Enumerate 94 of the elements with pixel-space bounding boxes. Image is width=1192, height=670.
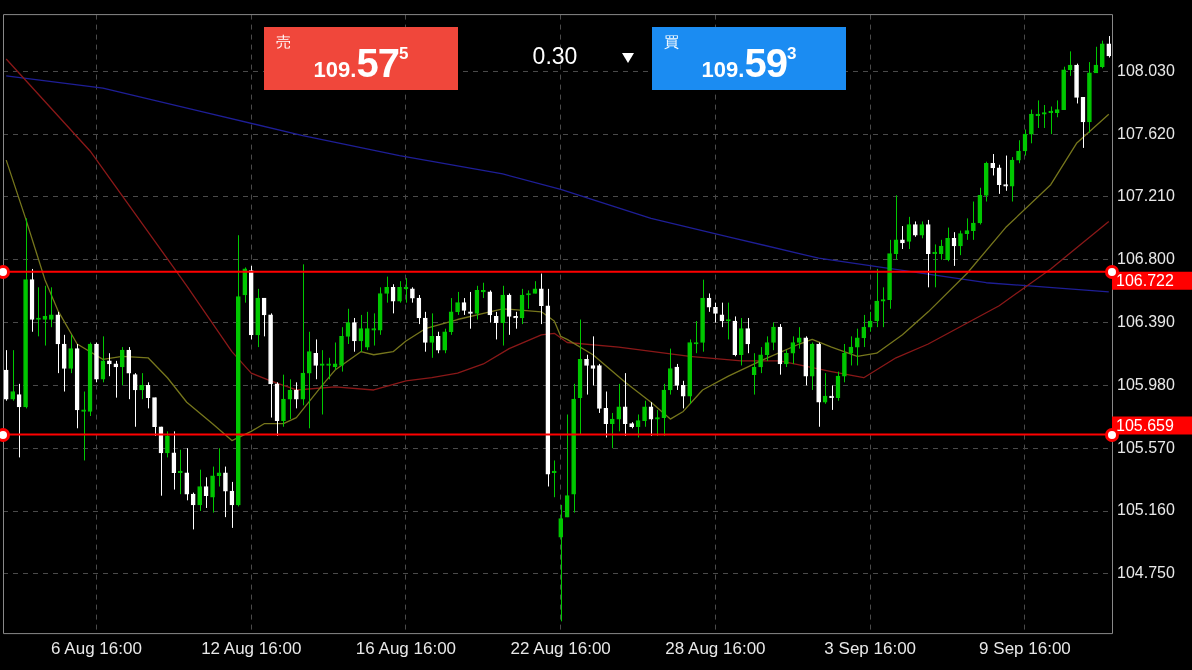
candlestick [945, 227, 950, 262]
candlestick [861, 314, 867, 348]
y-tick-label: 106.800 [1117, 250, 1175, 268]
candlestick [880, 286, 886, 328]
candlestick [609, 412, 615, 449]
y-tick-label: 105.980 [1117, 375, 1175, 393]
candlestick [487, 289, 493, 324]
candlestick [642, 400, 647, 428]
annotation: 0.30 [531, 43, 579, 70]
candlestick [36, 286, 41, 337]
candlestick [61, 334, 67, 393]
candlestick [842, 343, 847, 383]
candlestick [442, 328, 447, 354]
candlestick [990, 153, 996, 176]
candlestick [422, 311, 428, 353]
candlestick [1106, 35, 1112, 58]
candlestick [126, 346, 132, 400]
candlestick [680, 380, 686, 409]
x-tick-label: 28 Aug 16:00 [665, 639, 766, 659]
annotation: 買 [664, 33, 679, 52]
candlestick [384, 276, 389, 304]
y-tick-label: 105.160 [1117, 501, 1175, 519]
candlestick [867, 311, 873, 333]
candlestick [668, 348, 673, 396]
candlestick [539, 273, 544, 325]
y-tick-label: 107.620 [1117, 124, 1175, 142]
annotation: 109.57$^{5}$ [313, 41, 409, 85]
y-tick-label: 104.750 [1117, 564, 1175, 582]
candlestick [397, 280, 402, 304]
candlestick [81, 391, 86, 461]
candlestick [564, 414, 570, 518]
candlestick [455, 291, 460, 316]
annotation: 109.59$^{3}$ [701, 41, 797, 85]
candlestick [771, 322, 776, 351]
candlestick [693, 320, 699, 354]
annotation: 売 [276, 33, 291, 52]
candlestick [726, 302, 731, 340]
candlestick [10, 349, 15, 402]
candlestick [674, 363, 680, 391]
candlestick [313, 338, 319, 380]
candlestick [758, 346, 763, 374]
candlestick [713, 302, 718, 324]
candlestick [655, 409, 660, 437]
candlestick [1003, 155, 1008, 192]
x-tick-label: 22 Aug 16:00 [510, 639, 611, 659]
candlestick [165, 430, 170, 458]
candlestick [526, 289, 531, 310]
candlestick [306, 331, 312, 429]
candlestick [971, 201, 976, 241]
candlestick [435, 331, 441, 354]
candlestick [1016, 139, 1021, 164]
x-tick-label: 16 Aug 16:00 [355, 639, 457, 659]
candlestick [294, 381, 299, 409]
y-tick-label: 107.210 [1117, 187, 1175, 205]
candlestick [190, 492, 196, 530]
x-tick-label: 9 Sep 16:00 [979, 639, 1071, 659]
candlestick [616, 383, 622, 432]
candlestick [223, 466, 228, 518]
ref-line-label: 105.659 [1116, 416, 1174, 434]
candlestick [210, 466, 215, 514]
x-tick-label: 12 Aug 16:00 [201, 639, 302, 659]
candlestick [352, 317, 357, 353]
candlestick [1100, 40, 1105, 69]
candlestick [371, 312, 377, 347]
candlestick [493, 311, 499, 340]
candlestick [49, 286, 54, 328]
candlestick [119, 346, 125, 386]
candlestick [139, 372, 144, 400]
candlestick [468, 291, 473, 330]
candlestick [622, 372, 628, 437]
candlestick [854, 328, 860, 366]
y-tick-label: 106.390 [1117, 312, 1175, 330]
candlestick [584, 354, 589, 396]
ref-line-label: 106.722 [1116, 272, 1174, 290]
candlestick [958, 230, 963, 256]
candlestick [132, 372, 138, 428]
candlestick [68, 334, 74, 374]
candlestick [429, 312, 435, 359]
x-tick-label: 3 Sep 16:00 [824, 639, 917, 659]
candlestick [1029, 109, 1034, 144]
candlestick [281, 374, 286, 428]
candlestick [319, 349, 325, 415]
y-tick-label: 105.570 [1117, 438, 1175, 456]
x-tick-label: 6 Aug 16:00 [51, 639, 142, 659]
y-tick-label: 108.030 [1117, 61, 1175, 79]
candlestick [1041, 104, 1047, 129]
candlestick [745, 317, 751, 354]
candlestick [796, 326, 802, 350]
candlestick [326, 357, 331, 380]
candlestick [874, 268, 879, 328]
candlestick [558, 504, 564, 622]
candlestick [364, 311, 370, 351]
candlestick [184, 447, 190, 501]
candlestick [197, 469, 202, 512]
